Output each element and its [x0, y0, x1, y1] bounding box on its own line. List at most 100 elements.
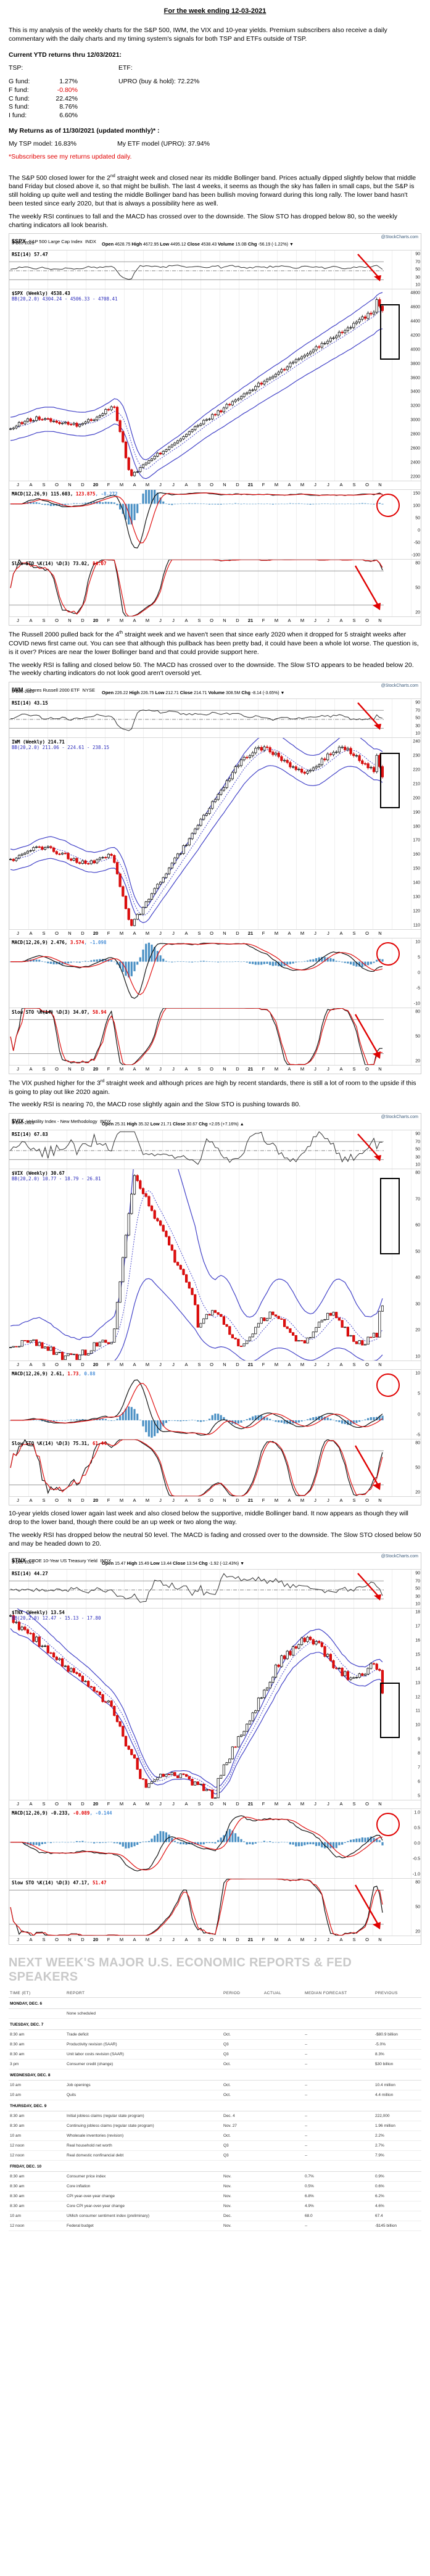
econ-col-previous: PREVIOUS — [374, 1989, 421, 1998]
month-tick: M — [274, 1066, 279, 1072]
month-tick: N — [68, 618, 72, 624]
econ-day-label: FRIDAY, DEC. 10 — [9, 2160, 421, 2172]
rsi-y-axis: 90 70 50 30 10 — [402, 1130, 421, 1169]
month-tick: N — [68, 1066, 72, 1072]
econ-period: Nov. — [222, 2201, 263, 2211]
month-tick: S — [197, 482, 201, 488]
econ-forecast: 4.9% — [304, 2201, 374, 2211]
month-tick: N — [223, 1800, 226, 1807]
month-tick: J — [159, 930, 162, 937]
slow-sto-panel: Slow STO %K(14) %D(3) 47.17, 51.47 80 50 20 — [9, 1878, 421, 1936]
month-tick: O — [210, 482, 213, 488]
month-tick: D — [81, 482, 85, 488]
month-tick: S — [42, 1936, 46, 1942]
month-tick: S — [42, 930, 46, 937]
axis-tick: 80 — [415, 1441, 420, 1446]
month-tick: M — [145, 1066, 150, 1072]
fund-label: G fund: — [9, 78, 30, 86]
month-tick: S — [42, 1497, 46, 1504]
econ-previous: 2.7% — [374, 2140, 421, 2151]
axis-tick: 70 — [415, 1140, 420, 1145]
month-tick: 20 — [93, 1497, 99, 1504]
axis-tick: 3200 — [410, 404, 420, 408]
axis-tick: 70 — [415, 708, 420, 713]
econ-previous: -$145 billion — [374, 2221, 421, 2231]
axis-tick: 2400 — [410, 460, 420, 465]
month-tick: M — [119, 1800, 124, 1807]
month-tick: A — [287, 1362, 291, 1368]
rsi-label: RSI(14) 67.83 — [12, 1132, 48, 1138]
econ-actual — [263, 2140, 304, 2151]
econ-report-row: 12 noon Real household net worth Q3 -- 2.7% — [9, 2140, 421, 2151]
vix-commentary-p2: The weekly RSI is nearing 70, the MACD r… — [9, 1101, 301, 1109]
axis-tick: 15 — [415, 1652, 420, 1657]
month-tick: A — [184, 482, 188, 488]
axis-tick: 50 — [415, 1034, 420, 1039]
tnx-commentary-p2: The weekly RSI has dropped below the neu… — [9, 1531, 421, 1547]
month-tick: 20 — [93, 1362, 99, 1368]
econ-period: Oct. — [222, 2090, 263, 2100]
month-tick: O — [55, 1800, 59, 1807]
price-annotation-box — [380, 1178, 400, 1255]
axis-tick: -50 — [413, 540, 420, 545]
month-tick: O — [210, 1362, 213, 1368]
econ-time: 8:30 am — [9, 2049, 65, 2060]
axis-tick: 4400 — [410, 319, 420, 324]
axis-tick: 50 — [415, 1586, 420, 1591]
month-tick: S — [352, 1497, 356, 1504]
econ-actual — [263, 2029, 304, 2040]
month-tick: N — [223, 930, 226, 937]
month-tick: J — [327, 930, 329, 937]
econ-time: 12 noon — [9, 2140, 65, 2151]
rsi-panel: RSI(14) 44.27 90 70 50 30 10 — [9, 1568, 421, 1608]
axis-tick: 20 — [415, 1929, 420, 1934]
econ-time: 8:30 am — [9, 2201, 65, 2211]
month-tick: O — [210, 1497, 213, 1504]
month-tick: J — [17, 1800, 19, 1807]
axis-tick: 2800 — [410, 432, 420, 437]
month-tick: O — [55, 1362, 59, 1368]
month-tick: M — [300, 1800, 305, 1807]
rsi-panel: RSI(14) 57.47 90 70 50 30 10 — [9, 250, 421, 289]
month-tick: A — [133, 1936, 136, 1942]
month-tick: M — [274, 482, 279, 488]
econ-actual — [263, 2201, 304, 2211]
econ-report: Real household net worth — [65, 2140, 222, 2151]
month-tick: A — [339, 1936, 343, 1942]
econ-previous: 10.4 million — [374, 2080, 421, 2090]
month-tick: A — [339, 618, 343, 624]
month-tick: 20 — [93, 1066, 99, 1072]
axis-tick: 5 — [418, 955, 420, 960]
ytd-heading: Current YTD returns thru 12/03/2021: — [9, 51, 122, 59]
slow-sto-y-axis: 80 50 20 — [402, 1439, 421, 1496]
month-tick: M — [119, 618, 124, 624]
econ-forecast: 0.5% — [304, 2181, 374, 2192]
month-tick: M — [274, 930, 279, 937]
month-tick: M — [119, 482, 124, 488]
axis-tick: 110 — [413, 923, 420, 928]
chart-symbol: $VIX — [12, 1118, 24, 1125]
macd-plot — [9, 943, 384, 1000]
axis-tick: 10 — [415, 1371, 420, 1376]
econ-previous: 4.6% — [374, 2201, 421, 2211]
econ-report-row: 8:30 am Core CPI year-over-year change Nov… — [9, 2201, 421, 2211]
axis-tick: 50 — [415, 1465, 420, 1470]
month-tick: S — [352, 1800, 356, 1807]
price-plot — [9, 1169, 384, 1361]
chart-ohlc-line: Open 4628.75 High 4672.95 Low 4495.12 Cl… — [102, 241, 294, 247]
price-annotation-box — [380, 304, 400, 360]
month-tick: J — [314, 618, 316, 624]
month-tick: J — [17, 482, 19, 488]
month-tick: S — [42, 482, 46, 488]
econ-time: 8:30 am — [9, 2171, 65, 2182]
month-tick: A — [29, 1800, 33, 1807]
econ-previous: 0.9% — [374, 2171, 421, 2182]
econ-day-label: TUESDAY, DEC. 7 — [9, 2018, 421, 2030]
axis-tick: 30 — [415, 1155, 420, 1160]
econ-report: Consumer credit (change) — [65, 2059, 222, 2069]
month-tick: 20 — [93, 1936, 99, 1942]
chart-date: 3-Dec-2021 — [12, 241, 35, 246]
tsp-column-label: TSP: — [9, 64, 23, 72]
axis-tick: 150 — [413, 491, 420, 496]
economic-calendar-body: MONDAY, DEC. 6 None scheduled TUESDAY, DEC… — [9, 1997, 421, 2231]
